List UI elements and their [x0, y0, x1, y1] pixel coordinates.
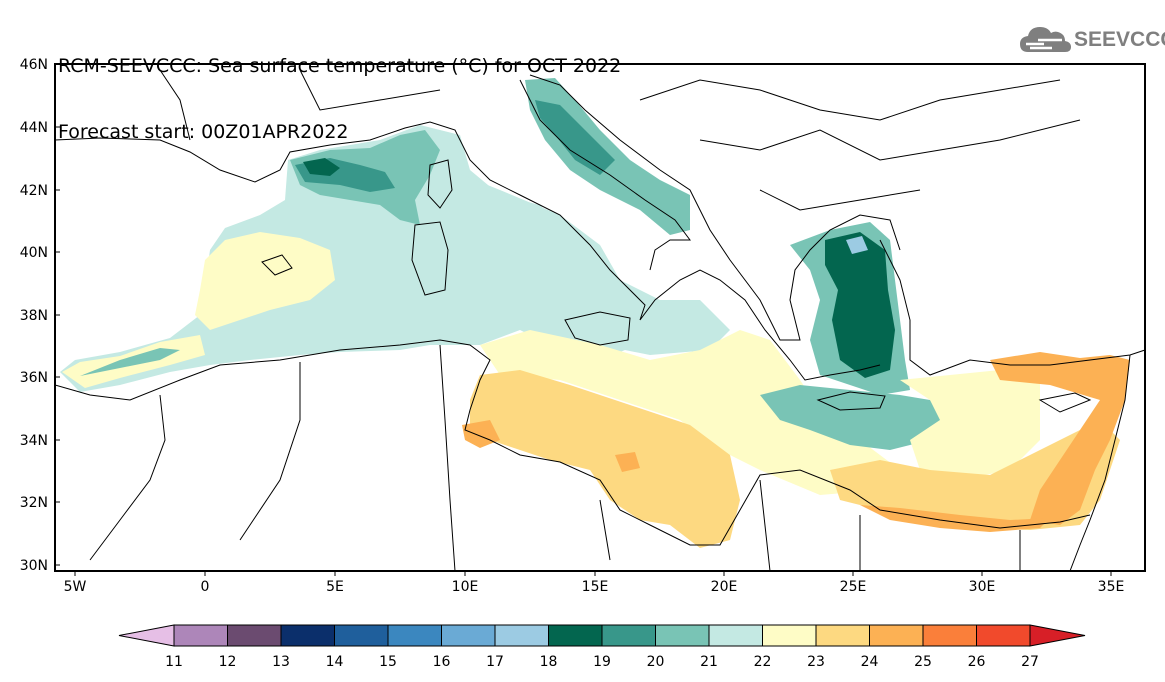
- colorbar-swatch: [441, 624, 496, 647]
- inland-borders: [89, 69, 1081, 571]
- tyrrhenian-sea: [450, 170, 730, 355]
- central-med-yellow: [480, 330, 900, 495]
- cyprus: [1038, 392, 1092, 413]
- lat-label: 36N: [20, 370, 48, 386]
- colorbar-swatch: [922, 624, 977, 647]
- colorbar: 11 12 13 14 15 16 17 18 19 20 21 22 23 24 25 26 27: [118, 624, 1086, 670]
- lat-label: 44N: [20, 120, 48, 136]
- turkey-coast: [879, 239, 1145, 376]
- sidra-patch: [615, 452, 640, 472]
- cloud-icon: [1020, 27, 1071, 52]
- colorbar-swatch: [815, 624, 870, 647]
- balearic-warm: [195, 232, 335, 330]
- lat-label: 30N: [20, 558, 48, 574]
- aegean-core: [825, 232, 895, 378]
- levantine-east-warm: [990, 352, 1130, 525]
- chart-title: RCM-SEEVCCC: Sea surface temperature (°C…: [58, 11, 621, 165]
- colorbar-label: 22: [754, 654, 772, 670]
- colorbar-label: 16: [433, 654, 451, 670]
- africa-coast: [55, 339, 1091, 546]
- alboran-teal: [80, 348, 180, 376]
- lon-label: 5W: [64, 579, 87, 595]
- colorbar-swatch: [976, 624, 1031, 647]
- aegean-cold-spot: [846, 236, 868, 254]
- colorbar-swatch: [762, 624, 817, 647]
- sardinia: [411, 221, 449, 296]
- colorbar-swatch: [548, 624, 603, 647]
- lon-label: 35E: [1098, 579, 1125, 595]
- colorbar-label: 23: [807, 654, 825, 670]
- lon-label: 0: [201, 579, 210, 595]
- crete: [816, 391, 886, 411]
- colorbar-label: 12: [219, 654, 237, 670]
- lon-label: 30E: [969, 579, 996, 595]
- temperature-field: [60, 78, 1130, 548]
- title-line-1: RCM-SEEVCCC: Sea surface temperature (°C…: [58, 55, 622, 77]
- adriatic-core: [535, 100, 615, 175]
- colorbar-label: 27: [1021, 654, 1039, 670]
- colorbar-upper-extend: [1029, 624, 1086, 647]
- europe-coast: [55, 121, 881, 381]
- colorbar-swatch: [227, 624, 282, 647]
- lon-label: 20E: [711, 579, 738, 595]
- lon-label: 15E: [582, 579, 609, 595]
- colorbar-swatch: [655, 624, 710, 647]
- levantine-yellow: [900, 370, 1040, 480]
- italy-east-coast: [519, 79, 691, 271]
- lon-label: 25E: [840, 579, 867, 595]
- colorbar-label: 14: [326, 654, 344, 670]
- colorbar-swatch: [280, 624, 335, 647]
- colorbar-swatch: [334, 624, 389, 647]
- levantine-teal: [760, 385, 950, 450]
- colorbar-label: 19: [593, 654, 611, 670]
- lat-label: 40N: [20, 245, 48, 261]
- seevccc-logo: SEEVCCC: [1018, 20, 1165, 60]
- map-frame: [54, 63, 1146, 572]
- colorbar-swatch: [387, 624, 442, 647]
- title-line-2: Forecast start: 00Z01APR2022: [58, 121, 349, 143]
- lat-label: 38N: [20, 308, 48, 324]
- gulf-of-lion-core-deep: [303, 158, 340, 176]
- colorbar-label: 13: [272, 654, 290, 670]
- colorbar-swatch: [601, 624, 656, 647]
- coastlines: [55, 69, 1145, 571]
- egypt-coast-warm: [860, 505, 1050, 532]
- lat-label: 42N: [20, 183, 48, 199]
- lat-label: 32N: [20, 495, 48, 511]
- colorbar-label: 26: [968, 654, 986, 670]
- colorbar-label: 21: [700, 654, 718, 670]
- colorbar-swatch: [173, 624, 228, 647]
- colorbar-label: 25: [914, 654, 932, 670]
- colorbar-lower-extend: [118, 624, 175, 647]
- colorbar-swatch: [869, 624, 924, 647]
- colorbar-label: 15: [379, 654, 397, 670]
- colorbar-label: 11: [165, 654, 183, 670]
- balkan-coast: [529, 74, 901, 341]
- colorbar-label: 17: [486, 654, 504, 670]
- lon-label: 10E: [452, 579, 479, 595]
- latitude-axis: 46N 44N 42N 40N 38N 36N 34N 32N 30N: [20, 57, 60, 574]
- lat-label: 34N: [20, 433, 48, 449]
- colorbar-label: 18: [540, 654, 558, 670]
- colorbar-swatch: [708, 624, 763, 647]
- logo-text: SEEVCCC: [1074, 28, 1165, 51]
- lat-label: 46N: [20, 57, 48, 73]
- longitude-axis: 5W 0 5E 10E 15E 20E 25E 30E 35E: [64, 571, 1125, 595]
- sicily: [564, 311, 631, 346]
- lon-label: 5E: [326, 579, 344, 595]
- levant-coast: [1069, 354, 1131, 571]
- colorbar-label: 20: [647, 654, 665, 670]
- colorbar-swatch: [494, 624, 549, 647]
- mallorca: [261, 254, 293, 276]
- colorbar-label: 24: [861, 654, 879, 670]
- tunisia-coast-warm: [462, 420, 500, 448]
- corsica: [427, 159, 453, 209]
- gulf-of-sidra-warm: [470, 370, 740, 548]
